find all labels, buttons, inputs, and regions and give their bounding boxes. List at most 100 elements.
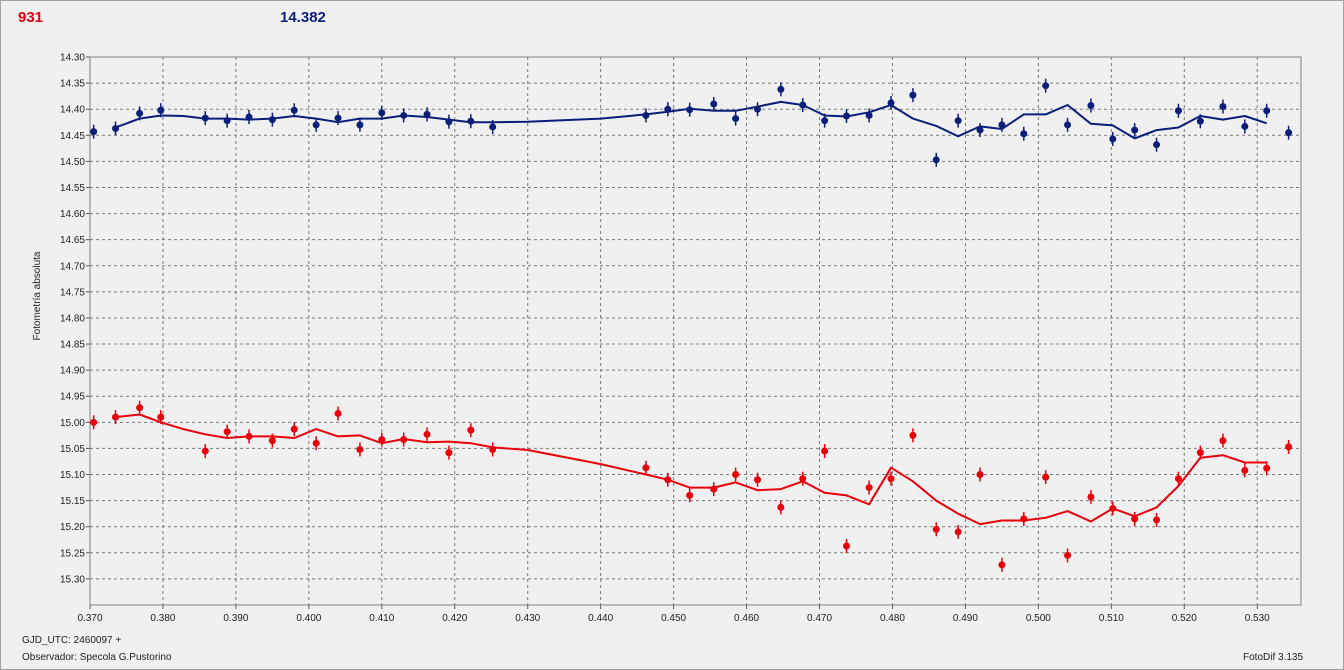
data-point [1196, 449, 1204, 457]
data-point [1153, 516, 1161, 524]
x-tick-label: 0.370 [77, 613, 102, 624]
x-tick-label: 0.400 [296, 613, 321, 624]
data-point [400, 111, 408, 119]
data-point [201, 447, 209, 455]
data-point [732, 471, 740, 479]
comparison-star-value: 931 [18, 9, 44, 26]
data-point [710, 100, 718, 108]
data-point [1219, 437, 1227, 445]
data-point [754, 105, 762, 113]
x-tick-label: 0.470 [807, 613, 832, 624]
data-point [799, 475, 807, 483]
y-tick-label: 14.60 [60, 209, 85, 220]
data-point [932, 525, 940, 533]
data-point [843, 112, 851, 120]
y-tick-label: 14.70 [60, 261, 85, 272]
series-line [115, 413, 1267, 526]
data-point [312, 439, 320, 447]
data-point [400, 436, 408, 444]
y-tick-labels: 14.30 14.35 14.40 14.45 14.50 14.55 14.60 14.65… [60, 53, 85, 586]
data-point [976, 126, 984, 134]
data-point [223, 428, 231, 436]
x-tick-label: 0.530 [1245, 613, 1270, 624]
data-series [90, 78, 1293, 572]
y-tick-label: 14.80 [60, 313, 85, 324]
data-point [356, 121, 364, 129]
y-axis-label: Fotometría absoluta [32, 251, 43, 340]
data-point [799, 101, 807, 109]
data-point [664, 476, 672, 484]
data-point [954, 528, 962, 536]
data-point [642, 111, 650, 119]
data-point [312, 121, 320, 129]
data-point [1285, 443, 1293, 451]
x-tick-labels: 0.370 0.380 0.390 0.400 0.410 0.420 0.430 0.440… [77, 613, 1270, 624]
data-point [290, 106, 298, 114]
data-point [777, 503, 785, 511]
x-tick-label: 0.450 [661, 613, 686, 624]
data-point [334, 409, 342, 417]
data-point [843, 542, 851, 550]
x-tick-label: 0.430 [515, 613, 540, 624]
x-tick-label: 0.480 [880, 613, 905, 624]
plot-area [89, 56, 1302, 606]
data-point [821, 117, 829, 125]
series-0 [90, 78, 1293, 167]
target-mean-value: 14.382 [280, 9, 326, 26]
y-tick-label: 14.95 [60, 392, 85, 403]
data-point [334, 114, 342, 122]
data-point [157, 413, 165, 421]
data-point [932, 156, 940, 164]
x-tick-label: 0.510 [1099, 613, 1124, 624]
data-point [423, 110, 431, 118]
y-tick-label: 14.35 [60, 79, 85, 90]
data-point [909, 91, 917, 99]
data-point [1042, 82, 1050, 90]
y-tick-label: 15.00 [60, 418, 85, 429]
x-tick-label: 0.390 [223, 613, 248, 624]
y-tick-label: 14.75 [60, 287, 85, 298]
data-point [1174, 107, 1182, 115]
data-point [821, 447, 829, 455]
x-tick-label: 0.520 [1172, 613, 1197, 624]
data-point [245, 432, 253, 440]
data-point [467, 117, 475, 125]
data-point [887, 99, 895, 107]
data-point [112, 413, 120, 421]
data-point [445, 118, 453, 126]
data-point [1020, 130, 1028, 138]
data-point [1064, 551, 1072, 559]
y-tick-label: 14.65 [60, 235, 85, 246]
data-point [489, 123, 497, 131]
x-tick-label: 0.380 [150, 613, 175, 624]
data-point [1131, 515, 1139, 523]
series-1 [90, 400, 1293, 572]
data-point [777, 85, 785, 93]
data-point [909, 431, 917, 439]
y-tick-label: 15.05 [60, 444, 85, 455]
data-point [865, 484, 873, 492]
data-point [1020, 515, 1028, 523]
data-point [686, 106, 694, 114]
x-tick-label: 0.420 [442, 613, 467, 624]
data-point [136, 109, 144, 117]
data-point [1042, 473, 1050, 481]
data-point [710, 485, 718, 493]
app-version-label: FotoDif 3.135 [1243, 652, 1304, 663]
y-tick-label: 14.85 [60, 340, 85, 351]
grid-lines [86, 56, 1301, 609]
data-point [112, 125, 120, 133]
y-tick-label: 14.55 [60, 183, 85, 194]
data-point [1153, 141, 1161, 149]
data-point [664, 105, 672, 113]
data-point [1174, 475, 1182, 483]
data-point [136, 404, 144, 412]
data-point [1131, 126, 1139, 134]
data-point [754, 476, 762, 484]
y-tick-label: 15.25 [60, 548, 85, 559]
x-tick-label: 0.500 [1026, 613, 1051, 624]
y-tick-label: 15.15 [60, 496, 85, 507]
data-point [90, 128, 98, 136]
y-tick-label: 14.90 [60, 366, 85, 377]
